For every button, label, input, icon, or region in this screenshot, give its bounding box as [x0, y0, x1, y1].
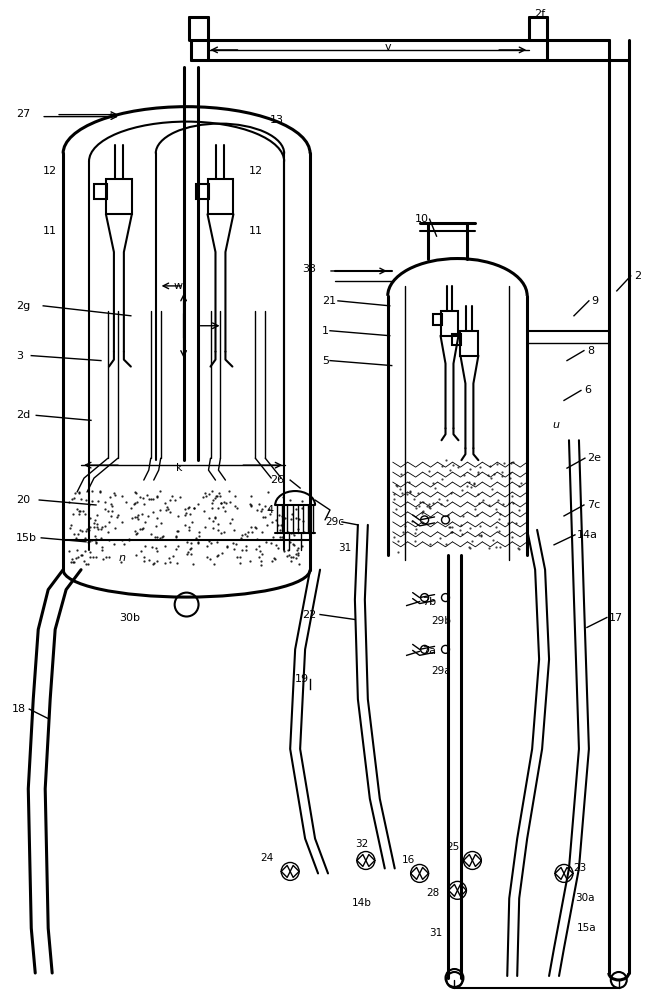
- Text: 4: 4: [266, 505, 273, 515]
- Text: 2g: 2g: [16, 301, 30, 311]
- Text: k: k: [176, 463, 182, 473]
- Text: 29b: 29b: [432, 616, 451, 626]
- Text: 30b: 30b: [119, 613, 140, 623]
- Text: 21: 21: [322, 296, 336, 306]
- Text: 30a: 30a: [575, 893, 594, 903]
- Text: 13: 13: [270, 115, 284, 125]
- Text: 15b: 15b: [16, 533, 38, 543]
- Bar: [461, 331, 478, 356]
- Bar: [106, 179, 132, 214]
- Text: 22: 22: [302, 610, 316, 620]
- Text: 3: 3: [16, 351, 23, 361]
- Text: 17: 17: [609, 613, 623, 623]
- Text: 8: 8: [587, 346, 594, 356]
- Text: 9: 9: [591, 296, 598, 306]
- Text: v: v: [385, 42, 391, 52]
- Text: 26: 26: [270, 475, 285, 485]
- Text: 5: 5: [322, 356, 329, 366]
- Text: 14b: 14b: [352, 898, 372, 908]
- Bar: [440, 311, 459, 336]
- Text: 27: 27: [16, 109, 30, 119]
- Bar: [94, 184, 107, 199]
- Text: 18: 18: [11, 704, 26, 714]
- Text: 1: 1: [322, 326, 329, 336]
- Bar: [196, 184, 208, 199]
- Text: 20: 20: [16, 495, 30, 505]
- Text: 11: 11: [248, 226, 262, 236]
- Text: 29a: 29a: [432, 666, 451, 676]
- Text: n: n: [119, 553, 126, 563]
- Text: 31: 31: [430, 928, 443, 938]
- Bar: [453, 334, 461, 345]
- Text: 16: 16: [402, 855, 415, 865]
- Bar: [208, 179, 233, 214]
- Text: 12: 12: [43, 166, 57, 176]
- Text: 15a: 15a: [577, 923, 596, 933]
- Text: 2d: 2d: [16, 410, 30, 420]
- Text: 19: 19: [295, 674, 309, 684]
- Text: 25: 25: [447, 842, 460, 852]
- Text: u: u: [552, 420, 559, 430]
- Text: 11: 11: [43, 226, 57, 236]
- Text: 6: 6: [584, 385, 591, 395]
- Text: 32: 32: [355, 839, 368, 849]
- Text: 12: 12: [248, 166, 262, 176]
- Text: w: w: [174, 281, 183, 291]
- Text: 7b: 7b: [422, 597, 436, 607]
- Text: 14a: 14a: [577, 530, 598, 540]
- Text: 2: 2: [634, 271, 641, 281]
- Text: 33: 33: [302, 264, 316, 274]
- Text: 10: 10: [415, 214, 428, 224]
- Text: 24: 24: [260, 853, 273, 863]
- Text: 2e: 2e: [587, 453, 601, 463]
- Text: 31: 31: [338, 543, 351, 553]
- Text: 28: 28: [426, 888, 440, 898]
- Text: 29c: 29c: [325, 517, 344, 527]
- Text: 7a: 7a: [422, 646, 436, 656]
- Text: 23: 23: [573, 863, 587, 873]
- Text: 7c: 7c: [587, 500, 600, 510]
- Text: 2f: 2f: [534, 9, 545, 19]
- Bar: [432, 314, 442, 325]
